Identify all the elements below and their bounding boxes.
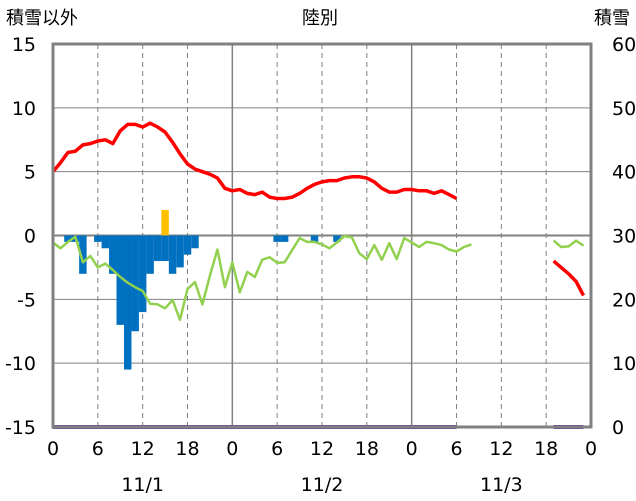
right-tick-label: 30	[612, 226, 636, 248]
x-tick-label: 0	[585, 438, 597, 460]
bar	[94, 235, 102, 242]
bar	[273, 235, 281, 242]
left-tick-label: -10	[5, 353, 36, 375]
bar	[138, 235, 147, 313]
series-line	[51, 121, 586, 297]
bar	[333, 235, 341, 242]
date-label: 11/3	[480, 474, 523, 496]
left-tick-label: 15	[12, 34, 36, 56]
chart-title: 陸別	[302, 8, 338, 29]
bar	[176, 235, 184, 268]
bar	[131, 235, 139, 332]
bar	[79, 235, 87, 274]
right-tick-label: 0	[612, 417, 624, 439]
bar	[109, 235, 117, 274]
left-tick-label: 0	[24, 226, 36, 248]
right-tick-label: 10	[612, 353, 636, 375]
left-tick-labels: 15 10 5 0 -5 -10 -15	[5, 34, 36, 439]
bar	[101, 235, 110, 249]
right-tick-label: 60	[612, 34, 636, 56]
bar	[146, 235, 154, 274]
x-tick-label: 0	[47, 438, 59, 460]
series-line	[52, 234, 585, 322]
left-axis-title: 積雪以外	[6, 8, 78, 29]
x-tick-label: 6	[450, 438, 462, 460]
x-tick-label: 6	[271, 438, 283, 460]
left-tick-label: -15	[5, 417, 36, 439]
bar	[191, 235, 199, 249]
x-tick-label: 12	[310, 438, 334, 460]
left-tick-label: 5	[24, 162, 36, 184]
x-tick-label: 12	[489, 438, 513, 460]
x-tick-label: 0	[406, 438, 418, 460]
x-tick-label: 18	[534, 438, 558, 460]
bar	[168, 235, 177, 274]
bar	[153, 235, 162, 262]
bar	[64, 235, 72, 242]
x-tick-labels: 0 6 12 18 0 6 12 18 0 6 12 18 0	[47, 438, 597, 460]
right-tick-labels: 60 50 40 30 20 10 0	[612, 34, 636, 439]
bar	[310, 235, 319, 242]
bar	[161, 209, 169, 236]
x-tick-label: 0	[226, 438, 238, 460]
bar	[280, 235, 289, 242]
bar	[161, 235, 169, 262]
left-tick-label: -5	[17, 289, 36, 311]
bar	[183, 235, 192, 255]
right-tick-label: 40	[612, 162, 636, 184]
right-tick-label: 50	[612, 98, 636, 120]
bar	[116, 235, 124, 325]
right-axis-title: 積雪	[594, 8, 630, 29]
x-tick-label: 6	[92, 438, 104, 460]
bar	[123, 235, 132, 370]
x-tick-label: 18	[355, 438, 379, 460]
right-tick-label: 20	[612, 289, 636, 311]
left-tick-label: 10	[12, 98, 36, 120]
plot-frame	[51, 42, 593, 429]
bar-series	[64, 209, 341, 370]
date-label: 11/1	[121, 474, 164, 496]
date-label: 11/2	[301, 474, 344, 496]
date-labels: 11/1 11/2 11/3	[121, 474, 522, 496]
x-tick-label: 12	[131, 438, 155, 460]
x-tick-label: 18	[175, 438, 199, 460]
